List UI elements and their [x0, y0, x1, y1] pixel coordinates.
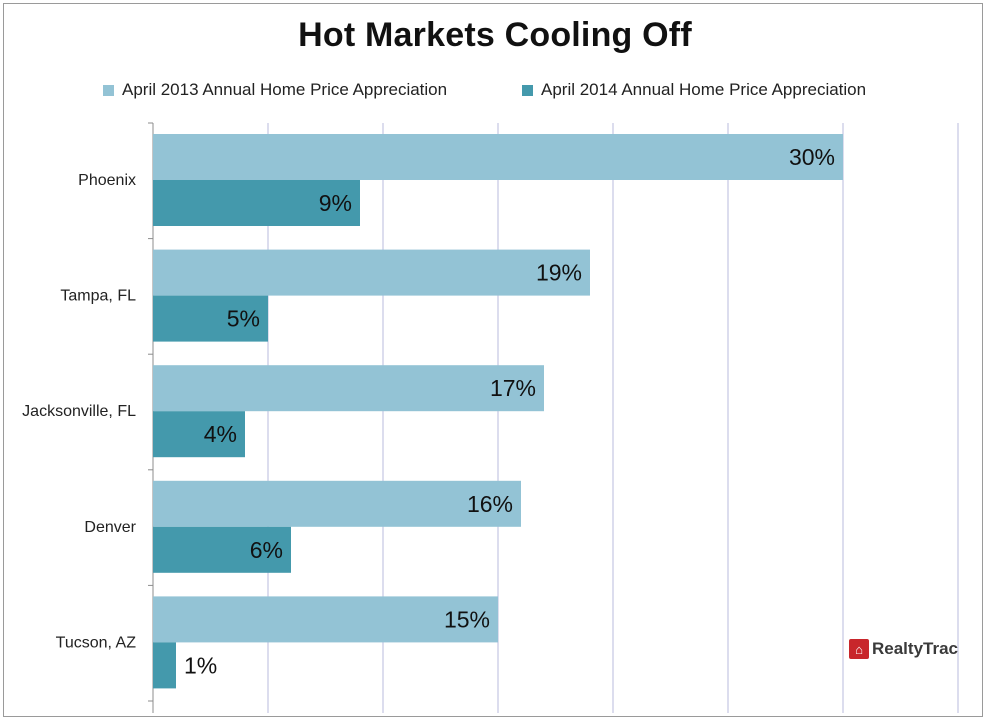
- chart-legend: April 2013 Annual Home Price Appreciatio…: [0, 80, 990, 102]
- data-label: 6%: [250, 537, 283, 563]
- house-icon: ⌂: [849, 639, 869, 659]
- bar-2014: [153, 642, 176, 689]
- category-label: Tucson, AZ: [56, 634, 137, 651]
- legend-item-2014: April 2014 Annual Home Price Appreciatio…: [522, 80, 866, 100]
- data-label: 19%: [536, 260, 582, 286]
- bar-2013: [153, 249, 590, 296]
- data-label: 16%: [467, 491, 513, 517]
- data-label: 15%: [444, 606, 490, 632]
- bar-2013: [153, 134, 843, 180]
- bar-2014: [153, 295, 268, 342]
- bar-2014: [153, 180, 360, 226]
- category-label: Jacksonville, FL: [22, 403, 136, 420]
- bar-2014: [153, 526, 291, 573]
- category-label: Denver: [84, 519, 136, 536]
- legend-swatch-2014: [522, 84, 533, 96]
- legend-swatch-2013: [103, 84, 114, 96]
- logo-text: RealtyTrac: [872, 639, 958, 658]
- data-label: 4%: [204, 421, 237, 447]
- bar-2013: [153, 480, 521, 527]
- data-label: 30%: [789, 144, 835, 170]
- category-label: Tampa, FL: [60, 288, 136, 305]
- data-label: 5%: [227, 306, 260, 332]
- bar-2013: [153, 365, 544, 412]
- bar-2014: [153, 411, 245, 458]
- realtytrac-logo: ⌂ RealtyTrac: [849, 639, 958, 659]
- data-label: 17%: [490, 375, 536, 401]
- data-label: 1%: [184, 652, 217, 678]
- chart-title: Hot Markets Cooling Off: [298, 16, 692, 54]
- data-label: 9%: [319, 190, 352, 216]
- bar-2013: [153, 596, 498, 643]
- legend-label-2014: April 2014 Annual Home Price Appreciatio…: [541, 80, 867, 99]
- legend-item-2013: April 2013 Annual Home Price Appreciatio…: [103, 80, 447, 100]
- category-label: Phoenix: [78, 172, 136, 189]
- legend-label-2013: April 2013 Annual Home Price Appreciatio…: [122, 80, 448, 99]
